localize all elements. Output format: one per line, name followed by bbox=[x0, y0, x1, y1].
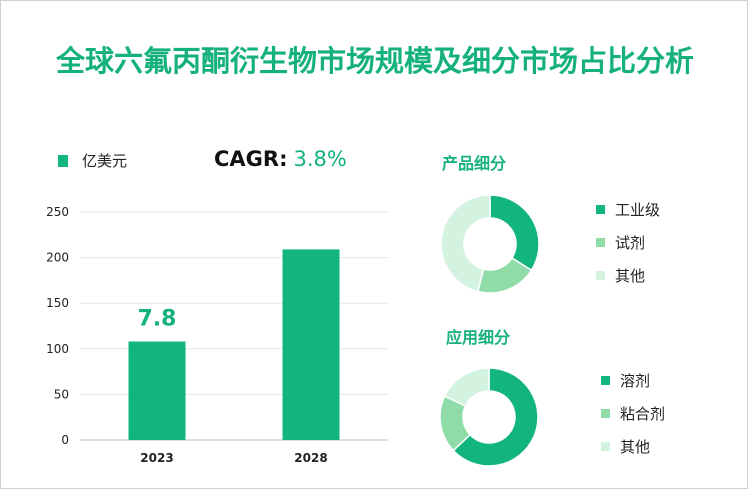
x-tick-label: 2028 bbox=[294, 451, 327, 465]
legend-swatch bbox=[596, 205, 605, 214]
legend-label: 工业级 bbox=[615, 201, 661, 219]
legend-swatch bbox=[601, 409, 610, 418]
legend-swatch bbox=[601, 442, 610, 451]
y-tick-label: 250 bbox=[46, 205, 69, 219]
x-tick-label: 2023 bbox=[140, 451, 173, 465]
data-label: 7.8 bbox=[138, 307, 177, 332]
y-tick-label: 150 bbox=[46, 296, 69, 310]
legend-swatch bbox=[596, 271, 605, 280]
product-legend-item-1: 工业级 bbox=[596, 199, 660, 220]
bar-2023 bbox=[128, 341, 186, 440]
application-slice-1 bbox=[452, 367, 539, 467]
legend-label: 粘合剂 bbox=[620, 405, 666, 423]
y-tick-label: 200 bbox=[46, 251, 69, 265]
application-legend-item-2: 粘合剂 bbox=[601, 403, 665, 424]
y-tick-label: 50 bbox=[54, 387, 69, 401]
legend-swatch bbox=[601, 376, 610, 385]
cagr-value: 3.8% bbox=[293, 147, 347, 171]
legend-label: 其他 bbox=[615, 267, 646, 285]
chart-title: 全球六氟丙酮衍生物市场规模及细分市场占比分析 bbox=[55, 44, 694, 78]
application-legend-item-3: 其他 bbox=[601, 436, 650, 457]
product-slice-3 bbox=[440, 194, 491, 293]
bar-legend-label: 亿美元 bbox=[82, 152, 128, 170]
legend-label: 溶剂 bbox=[620, 372, 651, 390]
product-segment-title: 产品细分 bbox=[442, 154, 507, 173]
cagr-label: CAGR: bbox=[214, 147, 288, 171]
application-slice-3 bbox=[443, 367, 490, 407]
bar-legend-swatch bbox=[58, 154, 68, 167]
legend-label: 其他 bbox=[620, 438, 651, 456]
y-tick-label: 100 bbox=[46, 342, 69, 356]
legend-swatch bbox=[596, 238, 605, 247]
y-tick-label: 0 bbox=[61, 433, 69, 447]
application-segment-title: 应用细分 bbox=[446, 328, 511, 347]
cagr-annotation: CAGR: 3.8% bbox=[214, 147, 347, 171]
product-legend-item-2: 试剂 bbox=[596, 232, 645, 253]
bar-legend: 亿美元 bbox=[58, 150, 127, 171]
application-legend-item-1: 溶剂 bbox=[601, 370, 650, 391]
bar-2028 bbox=[282, 249, 340, 440]
product-legend-item-3: 其他 bbox=[596, 265, 645, 286]
legend-label: 试剂 bbox=[615, 234, 646, 252]
